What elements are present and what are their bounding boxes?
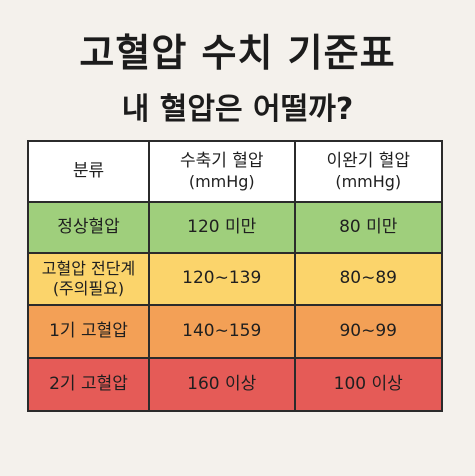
page-title: 고혈압 수치 기준표 [79, 31, 396, 75]
header-systolic-unit: (mmHg) [188, 172, 255, 192]
row-stage1-systolic: 140∼159 [150, 306, 296, 359]
header-systolic: 수축기 혈압 (mmHg) [150, 142, 296, 203]
row-prehypertension-category: 고혈압 전단계 (주의필요) [29, 254, 150, 306]
row-normal-diastolic: 80 미만 [295, 203, 441, 254]
row-prehypertension-systolic: 120∼139 [150, 254, 296, 306]
row-normal-systolic: 120 미만 [150, 203, 296, 254]
row-stage2-systolic: 160 이상 [150, 359, 296, 410]
header-diastolic-unit: (mmHg) [335, 172, 402, 192]
blood-pressure-table: 분류 수축기 혈압 (mmHg) 이완기 혈압 (mmHg) 정상혈압 120 … [27, 140, 443, 412]
row-stage2-category: 2기 고혈압 [29, 359, 150, 410]
row-normal-category: 정상혈압 [29, 203, 150, 254]
row-stage1-category: 1기 고혈압 [29, 306, 150, 359]
row-prehypertension-label: 고혈압 전단계 [41, 259, 136, 278]
page-subtitle: 내 혈압은 어떨까? [121, 92, 354, 127]
header-category-label: 분류 [72, 160, 105, 181]
row-prehypertension-note: (주의필요) [52, 279, 125, 298]
row-stage2-diastolic: 100 이상 [295, 359, 441, 410]
header-diastolic-label: 이완기 혈압 [326, 150, 411, 171]
row-stage1-diastolic: 90∼99 [295, 306, 441, 359]
header-diastolic: 이완기 혈압 (mmHg) [295, 142, 441, 203]
row-prehypertension-diastolic: 80∼89 [295, 254, 441, 306]
header-category: 분류 [29, 142, 150, 203]
header-systolic-label: 수축기 혈압 [179, 150, 264, 171]
